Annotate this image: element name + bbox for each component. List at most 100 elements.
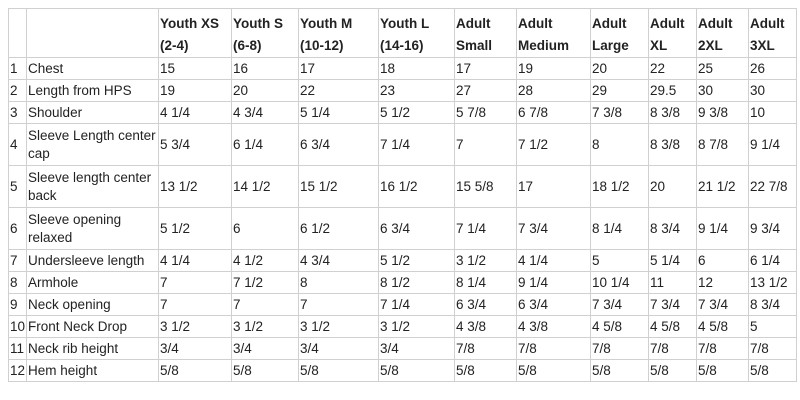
header-cell: Adult 2XL [696,8,750,58]
measurement-value: 19 [516,57,592,80]
measurement-value: 18 1/2 [590,165,650,208]
measurement-value: 6 7/8 [516,101,592,124]
measurement-value: 5/8 [231,359,300,382]
measurement-value: 8 3/8 [648,101,698,124]
header-cell: Youth S (6-8) [231,8,300,58]
measurement-label: Armhole [26,271,160,294]
header-cell [26,8,160,58]
measurement-value: 5 1/4 [648,249,698,272]
measurement-value: 3 1/2 [378,315,456,338]
measurement-value: 3/4 [158,337,233,360]
measurement-value: 23 [378,79,456,102]
row-number: 3 [7,101,28,124]
measurement-label: Chest [26,57,160,80]
measurement-value: 7/8 [454,337,518,360]
measurement-value: 6 3/4 [298,123,380,166]
measurement-value: 8 1/4 [590,207,650,250]
measurement-value: 4 3/4 [231,101,300,124]
measurement-value: 8 [298,271,380,294]
measurement-value: 19 [158,79,233,102]
measurement-value: 6 [696,249,750,272]
table-row: 8 Armhole 7 7 1/2 8 8 1/2 8 1/4 9 1/4 10 1/4 11 12… [7,271,798,294]
measurement-value: 30 [696,79,750,102]
measurement-label: Sleeve length center back [26,165,160,208]
row-number: 1 [7,57,28,80]
measurement-value: 7/8 [696,337,750,360]
measurement-value: 7 [231,293,300,316]
table-row: 5 Sleeve length center back 13 1/2 14 1/2 15… [7,165,798,208]
measurement-value: 8 3/8 [648,123,698,166]
measurement-value: 5 7/8 [454,101,518,124]
table-row: 7 Undersleeve length 4 1/4 4 1/2 4 3/4 5 1/2 3… [7,249,798,272]
header-cell: Youth XS (2-4) [158,8,233,58]
measurement-value: 7 3/8 [590,101,650,124]
table-row: 1 Chest 15 16 17 18 17 19 20 22 25 26 [7,57,798,80]
measurement-value: 5 1/4 [298,101,380,124]
measurement-value: 7 3/4 [516,207,592,250]
measurement-value: 6 1/2 [298,207,380,250]
measurement-value: 7/8 [748,337,798,360]
measurement-value: 4 1/4 [158,101,233,124]
measurement-value: 5/8 [298,359,380,382]
measurement-label: Shoulder [26,101,160,124]
measurement-value: 5 1/2 [158,207,233,250]
measurement-value: 10 1/4 [590,271,650,294]
measurement-value: 3/4 [231,337,300,360]
measurement-label: Undersleeve length [26,249,160,272]
measurement-value: 21 1/2 [696,165,750,208]
measurement-value: 5 [748,315,798,338]
measurement-value: 5/8 [648,359,698,382]
header-cell: Adult 3XL [748,8,798,58]
measurement-value: 7 [454,123,518,166]
measurement-value: 5/8 [696,359,750,382]
measurement-value: 22 7/8 [748,165,798,208]
table-row: 10 Front Neck Drop 3 1/2 3 1/2 3 1/2 3 1/2 4 3… [7,315,798,338]
measurement-value: 4 5/8 [648,315,698,338]
measurement-value: 5/8 [454,359,518,382]
measurement-value: 6 1/4 [231,123,300,166]
measurement-label: Sleeve Length center cap [26,123,160,166]
row-number: 5 [7,165,28,208]
measurement-value: 10 [748,101,798,124]
measurement-label: Front Neck Drop [26,315,160,338]
measurement-value: 22 [298,79,380,102]
header-cell [7,8,28,58]
measurement-value: 4 1/4 [158,249,233,272]
measurement-value: 5 [590,249,650,272]
measurement-value: 7 1/2 [516,123,592,166]
measurement-value: 7 3/4 [590,293,650,316]
size-chart: Youth XS (2-4) Youth S (6-8) Youth M (10… [7,8,798,382]
measurement-label: Neck rib height [26,337,160,360]
measurement-value: 9 3/8 [696,101,750,124]
measurement-value: 17 [298,57,380,80]
row-number: 9 [7,293,28,316]
measurement-value: 4 5/8 [696,315,750,338]
measurement-value: 7 [158,293,233,316]
measurement-value: 3/4 [298,337,380,360]
measurement-value: 29.5 [648,79,698,102]
measurement-label: Sleeve opening relaxed [26,207,160,250]
header-cell: Adult XL [648,8,698,58]
row-number: 2 [7,79,28,102]
measurement-value: 13 1/2 [748,271,798,294]
row-number: 6 [7,207,28,250]
measurement-value: 4 5/8 [590,315,650,338]
header-cell: Adult Large [590,8,650,58]
measurement-value: 27 [454,79,518,102]
measurement-value: 26 [748,57,798,80]
row-number: 10 [7,315,28,338]
row-number: 11 [7,337,28,360]
measurement-value: 28 [516,79,592,102]
measurement-value: 11 [648,271,698,294]
measurement-value: 7 1/4 [378,293,456,316]
measurement-value: 16 [231,57,300,80]
measurement-value: 7/8 [516,337,592,360]
measurement-value: 9 3/4 [748,207,798,250]
measurement-value: 9 1/4 [516,271,592,294]
measurement-value: 9 1/4 [748,123,798,166]
measurement-value: 7 1/2 [231,271,300,294]
table-row: 12 Hem height 5/8 5/8 5/8 5/8 5/8 5/8 5/8 5/8 5/8 5… [7,359,798,382]
header-row: Youth XS (2-4) Youth S (6-8) Youth M (10… [7,8,798,58]
measurement-value: 7 [158,271,233,294]
measurement-value: 4 1/4 [516,249,592,272]
